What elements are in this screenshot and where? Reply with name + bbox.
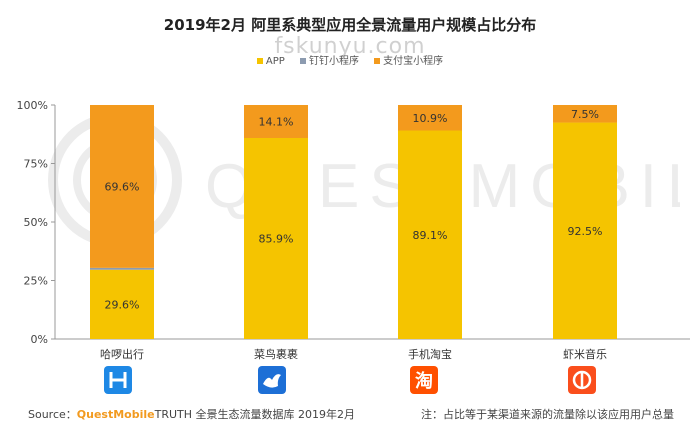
watermark-text: fskunyu.com [274,34,426,59]
y-tick-label: 50% [24,216,48,229]
bar-segment-alipay [398,105,462,131]
data-label-alipay: 69.6% [105,180,140,193]
x-category-label: 虾米音乐 [563,347,607,361]
bar-segment-app [244,137,308,339]
y-tick-label: 0% [31,333,48,346]
legend-label-alipay: 支付宝小程序 [383,56,444,67]
svg-text:淘: 淘 [415,370,433,392]
y-tick-label: 75% [24,158,48,171]
source-brand: QuestMobile [76,408,155,421]
cainiao-icon [258,366,286,394]
source-line: Source：QuestMobileTRUTH 全景生态流量数据库 2019年2… [28,406,355,422]
bar-segment-dingtalk [90,267,154,270]
hellobike-icon [104,366,132,394]
legend-item-alipay: 支付宝小程序 [374,52,443,67]
taobao-icon: 淘 [410,366,438,394]
legend-swatch-alipay [374,58,381,64]
xiami-icon [568,366,596,394]
legend-label-app: APP [265,56,285,67]
source-prefix: Source： [28,408,77,421]
data-label-app: 29.6% [105,298,140,311]
bar-segment-app [398,130,462,339]
legend-item-dingtalk: 钉钉小程序 [299,52,359,67]
footnote: 注：占比等于某渠道来源的流量除以该应用用户总量 [421,408,674,421]
legend: APP 钉钉小程序 支付宝小程序 [0,52,700,67]
y-tick-label: 25% [24,275,48,288]
bar-segment-app [90,269,154,339]
legend-swatch-app [256,58,263,64]
source-rest: TRUTH 全景生态流量数据库 2019年2月 [154,408,355,421]
bar-segment-alipay [553,105,617,123]
data-label-app: 85.9% [259,232,294,245]
bar-segment-alipay [90,105,154,268]
legend-item-app: APP [256,56,285,67]
data-label-alipay: 7.5% [571,108,599,121]
data-label-app: 89.1% [413,229,448,242]
bar-segment-app [553,122,617,339]
data-label-alipay: 10.9% [413,112,448,125]
x-category-label: 手机淘宝 [408,347,452,361]
legend-swatch-dingtalk [299,58,306,64]
data-label-app: 92.5% [568,225,603,238]
y-tick-label: 100% [17,99,48,112]
data-label-alipay: 14.1% [259,115,294,128]
legend-label-dingtalk: 钉钉小程序 [308,56,359,67]
chart-title: 2019年2月 阿里系典型应用全景流量用户规模占比分布 [163,16,537,34]
x-category-label: 菜鸟裹裹 [254,347,298,361]
bar-segment-alipay [244,105,308,138]
x-category-label: 哈啰出行 [100,347,144,361]
